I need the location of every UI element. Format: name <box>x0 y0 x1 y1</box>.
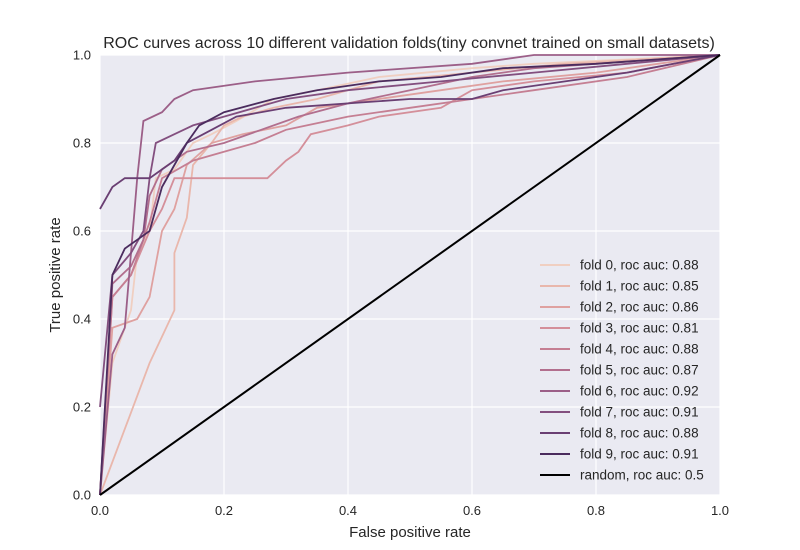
y-axis-label: True positive rate <box>47 217 64 332</box>
legend-label-3: fold 3, roc auc: 0.81 <box>580 321 699 336</box>
series-line-5 <box>99 54 721 496</box>
series-line-10 <box>99 54 721 496</box>
legend-label-2: fold 2, roc auc: 0.86 <box>580 300 699 315</box>
x-tick-label: 0.2 <box>215 503 233 518</box>
series-line-8 <box>99 54 721 210</box>
legend-label-1: fold 1, roc auc: 0.85 <box>580 279 699 294</box>
series-line-2 <box>99 54 721 496</box>
legend-label-8: fold 8, roc auc: 0.88 <box>580 426 699 441</box>
chart-title: ROC curves across 10 different validatio… <box>103 35 715 52</box>
x-tick-label: 0.4 <box>339 503 357 518</box>
tick-labels: 0.0 0.2 0.4 0.6 0.8 1.0 0.0 0.2 0.4 0.6 0.8 1.0 <box>73 48 729 519</box>
legend: fold 0, roc auc: 0.88 fold 1, roc auc: 0.… <box>540 258 704 483</box>
x-tick-label: 0.0 <box>91 503 109 518</box>
y-tick-label: 0.8 <box>73 136 91 151</box>
y-tick-label: 0.6 <box>73 224 91 239</box>
legend-label-7: fold 7, roc auc: 0.91 <box>580 405 699 420</box>
legend-label-5: fold 5, roc auc: 0.87 <box>580 363 699 378</box>
legend-label-9: fold 9, roc auc: 0.91 <box>580 447 699 462</box>
series-line-1 <box>99 54 721 496</box>
y-tick-label: 1.0 <box>73 48 91 63</box>
legend-label-6: fold 6, roc auc: 0.92 <box>580 384 699 399</box>
series-line-9 <box>99 54 721 496</box>
y-tick-label: 0.2 <box>73 400 91 415</box>
series-line-0 <box>99 54 721 496</box>
x-tick-label: 0.8 <box>587 503 605 518</box>
y-tick-label: 0.4 <box>73 312 91 327</box>
x-axis-label: False positive rate <box>349 524 471 541</box>
x-tick-label: 0.6 <box>463 503 481 518</box>
series-line-6 <box>99 54 720 496</box>
legend-label-10: random, roc auc: 0.5 <box>580 468 704 483</box>
legend-label-4: fold 4, roc auc: 0.88 <box>580 342 699 357</box>
series-line-3 <box>99 54 721 496</box>
y-tick-label: 0.0 <box>73 488 91 503</box>
series-lines <box>99 54 721 496</box>
grid <box>99 54 721 496</box>
legend-label-0: fold 0, roc auc: 0.88 <box>580 258 699 273</box>
series-line-4 <box>99 54 721 496</box>
x-tick-label: 1.0 <box>711 503 729 518</box>
